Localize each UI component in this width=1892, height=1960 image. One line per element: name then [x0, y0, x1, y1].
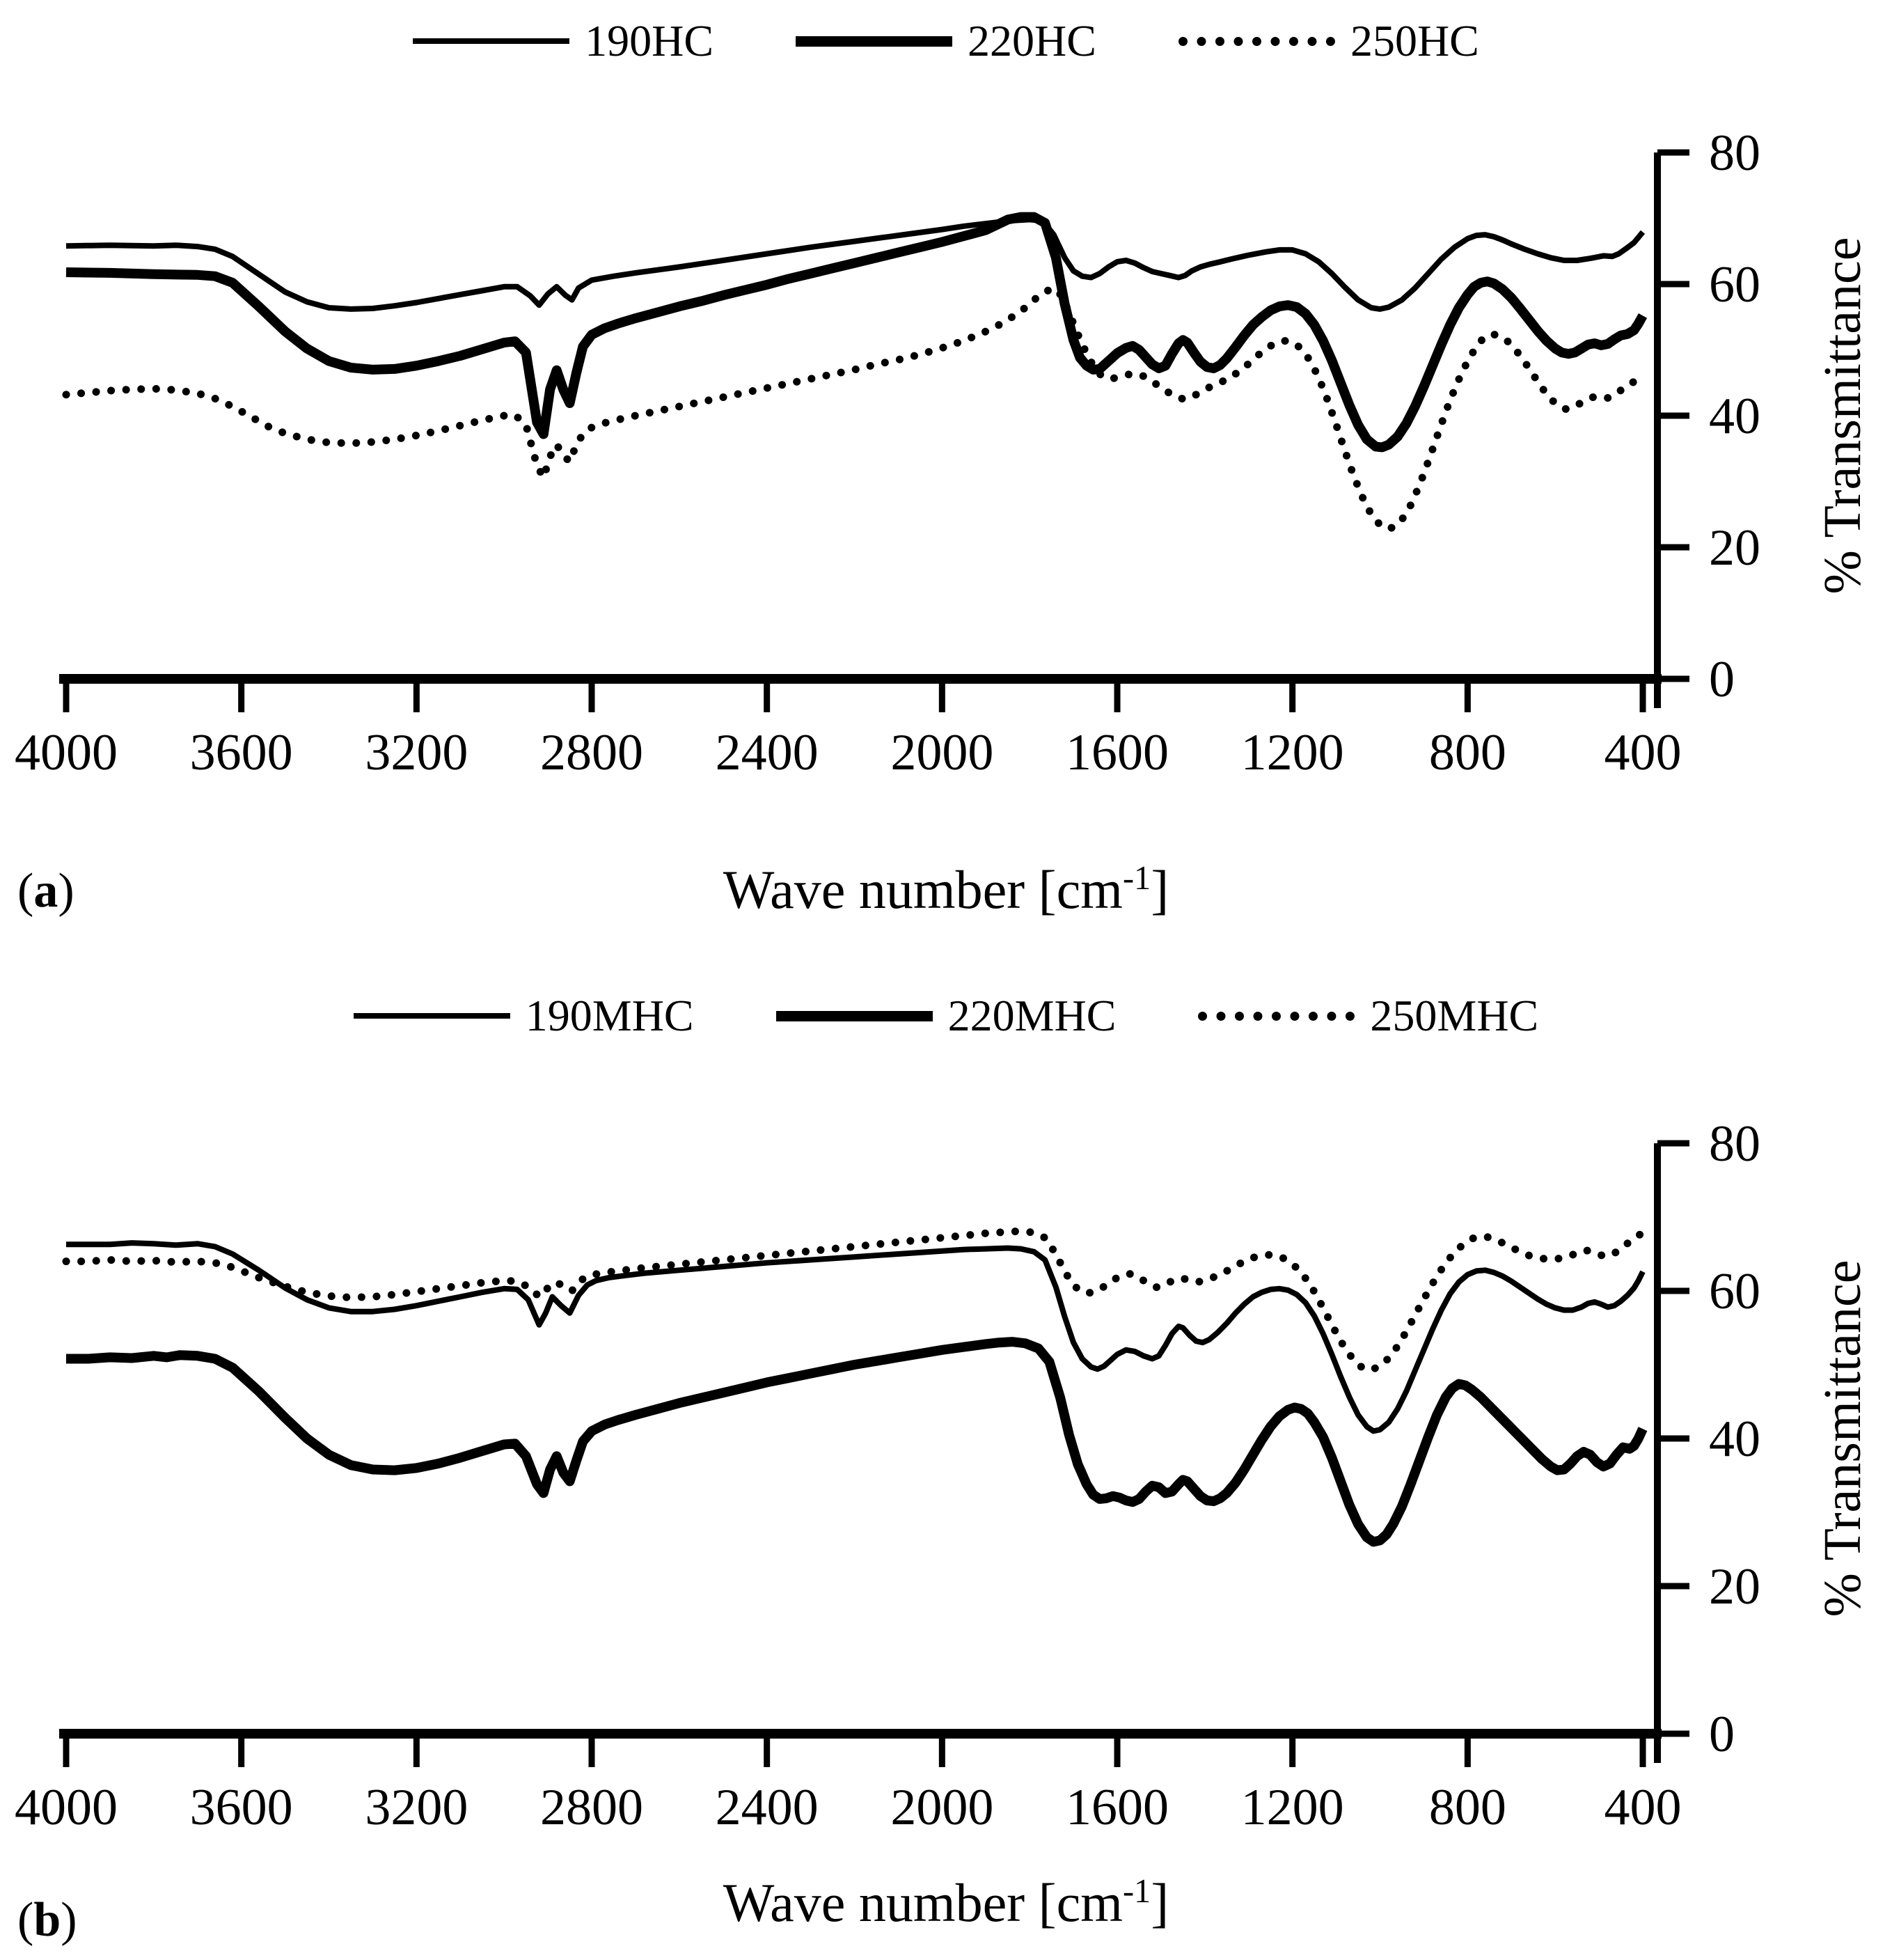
x-tick-label: 3600: [190, 724, 293, 781]
legend-panel-b: 190MHC 220MHC 250MHC: [0, 990, 1892, 1042]
legend-item-250HC: 250HC: [1178, 15, 1479, 67]
x-tick-label: 1200: [1241, 724, 1344, 781]
x-tick-label: 3600: [190, 1779, 293, 1836]
x-tick-label: 1200: [1241, 1779, 1344, 1836]
legend-item-220MHC: 220MHC: [775, 990, 1117, 1042]
x-tick-label: 4000: [15, 724, 118, 781]
legend-panel-a: 190HC 220HC 250HC: [0, 15, 1892, 67]
panel-a-x-axis-title: Wave number [cm-1]: [723, 859, 1169, 920]
series-250MHC: [62, 1227, 1647, 1374]
legend-item-250MHC: 250MHC: [1198, 990, 1538, 1042]
y-tick-label: 60: [1709, 256, 1760, 313]
legend-line-sample: [1178, 36, 1335, 46]
legend-label: 220MHC: [947, 991, 1117, 1040]
series-220MHC: [66, 1337, 1648, 1547]
legend-line-sample: [775, 1010, 933, 1021]
y-tick-label: 0: [1709, 651, 1735, 708]
x-tick-label: 400: [1605, 724, 1682, 781]
x-tick-label: 2800: [540, 724, 643, 781]
y-tick-label: 40: [1709, 388, 1760, 445]
y-tick-label: 0: [1709, 1706, 1735, 1763]
legend-line-sample: [413, 38, 570, 44]
legend-line-sample: [1198, 1011, 1355, 1021]
series-220HC: [65, 212, 1648, 453]
y-tick-label: 40: [1709, 1411, 1760, 1468]
y-axis-title: % Transmittance: [1813, 1260, 1872, 1617]
y-tick-label: 80: [1709, 125, 1760, 182]
panel-b-x-axis-title: Wave number [cm-1]: [723, 1872, 1169, 1933]
x-tick-label: 800: [1429, 724, 1506, 781]
legend-item-220HC: 220HC: [796, 15, 1096, 67]
x-tick-label: 3200: [365, 724, 468, 781]
x-tick-label: 2000: [890, 724, 993, 781]
y-tick-label: 20: [1709, 519, 1760, 577]
panel-a-label: (a): [17, 864, 74, 918]
legend-label: 190HC: [585, 16, 714, 65]
x-tick-label: 2000: [890, 1779, 993, 1836]
y-tick-label: 20: [1709, 1558, 1760, 1615]
x-tick-label: 3200: [365, 1779, 468, 1836]
legend-line-sample: [796, 36, 953, 47]
x-tick-label: 2400: [716, 1779, 819, 1836]
legend-label: 220HC: [968, 16, 1096, 65]
y-tick-label: 80: [1709, 1115, 1760, 1173]
legend-line-sample: [353, 1013, 510, 1019]
series-250HC: [62, 285, 1647, 533]
panel-b-label: (b): [17, 1893, 77, 1947]
x-tick-label: 1600: [1066, 724, 1169, 781]
series-190HC: [65, 217, 1646, 312]
x-tick-label: 2800: [540, 1779, 643, 1836]
x-tick-label: 800: [1429, 1779, 1506, 1836]
y-tick-label: 60: [1709, 1263, 1760, 1320]
panel-a-plot: 4000 3600 3200 2800 2400 2000 1600 1200 800 40002…: [15, 125, 1872, 781]
legend-item-190HC: 190HC: [413, 15, 714, 67]
legend-label: 190MHC: [525, 991, 694, 1040]
x-tick-label: 2400: [716, 724, 819, 781]
panel-b-plot: 4000 3600 3200 2800 2400 2000 1600 1200 800 40002…: [15, 1115, 1872, 1836]
x-tick-label: 400: [1605, 1779, 1682, 1836]
legend-item-190MHC: 190MHC: [353, 990, 694, 1042]
x-tick-label: 4000: [15, 1779, 118, 1836]
legend-label: 250HC: [1350, 16, 1479, 65]
y-axis-title: % Transmittance: [1813, 237, 1872, 595]
legend-label: 250MHC: [1370, 991, 1539, 1040]
x-tick-label: 1600: [1066, 1779, 1169, 1836]
series-190MHC: [66, 1240, 1646, 1434]
